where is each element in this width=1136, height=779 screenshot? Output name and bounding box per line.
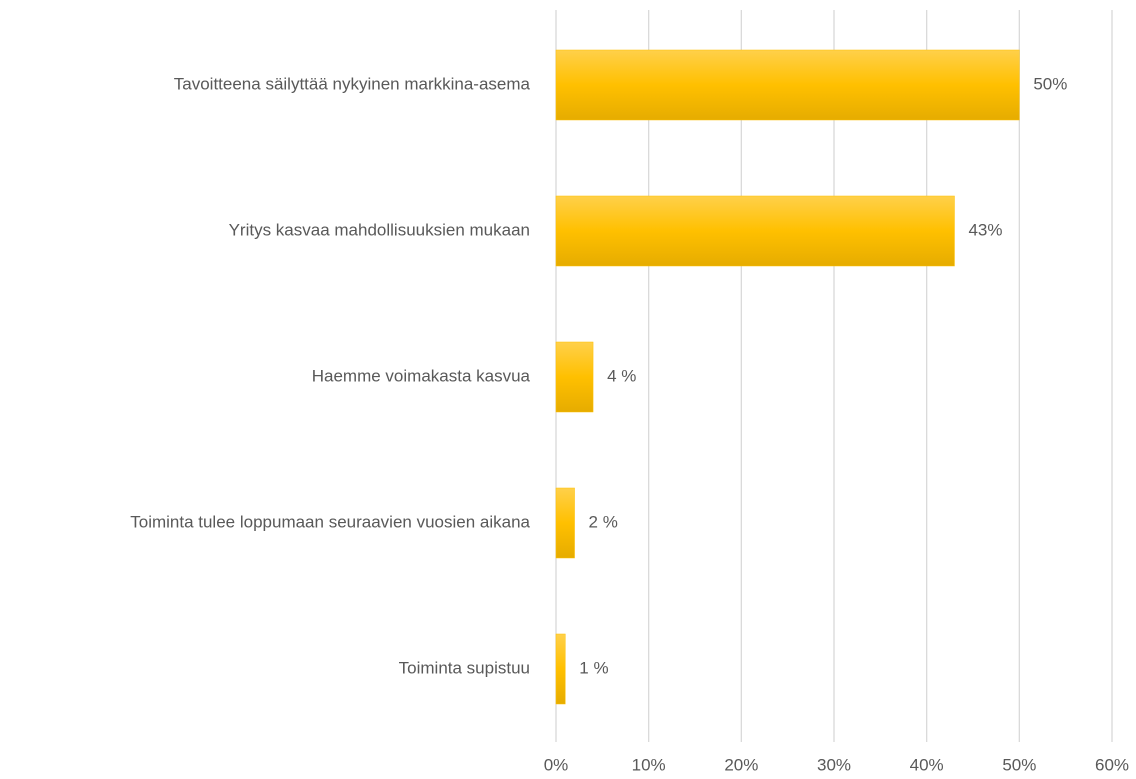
bar: [555, 195, 955, 267]
value-label: 1 %: [579, 658, 608, 677]
bar: [555, 49, 1020, 121]
bar: [555, 487, 575, 559]
value-label: 4 %: [607, 366, 636, 385]
value-label: 43%: [968, 220, 1002, 239]
bar: [555, 341, 594, 413]
y-tick-label: Toiminta supistuu: [399, 658, 530, 677]
y-tick-label: Yritys kasvaa mahdollisuuksien mukaan: [229, 220, 530, 239]
x-tick-label: 30%: [817, 755, 851, 774]
x-tick-label: 60%: [1095, 755, 1129, 774]
x-tick-label: 50%: [1002, 755, 1036, 774]
x-tick-label: 40%: [910, 755, 944, 774]
bar: [555, 633, 566, 705]
y-tick-label: Toiminta tulee loppumaan seuraavien vuos…: [130, 512, 530, 531]
x-tick-label: 20%: [724, 755, 758, 774]
y-tick-label: Haemme voimakasta kasvua: [312, 366, 531, 385]
x-tick-label: 10%: [632, 755, 666, 774]
value-label: 2 %: [589, 512, 618, 531]
value-label: 50%: [1033, 74, 1067, 93]
y-tick-label: Tavoitteena säilyttää nykyinen markkina-…: [174, 74, 531, 93]
x-tick-label: 0%: [544, 755, 569, 774]
